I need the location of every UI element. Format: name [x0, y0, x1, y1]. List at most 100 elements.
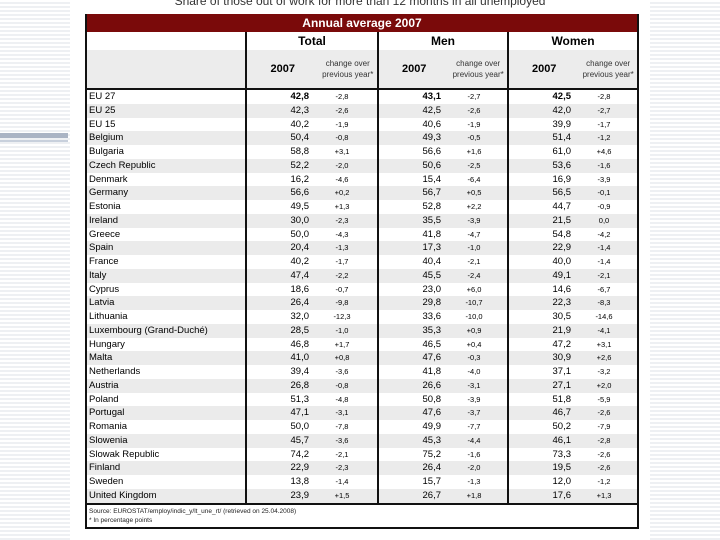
total-cell: 16,2 -4,6 [245, 172, 377, 187]
women-change-value: -1,2 [597, 477, 611, 486]
men-2007-value: 43,1 [422, 91, 442, 102]
men-change-value: -1,0 [467, 243, 481, 253]
table-row: EU 27 42,8 -2,8 43,1 -2,7 42,5 -2,8 [87, 90, 637, 104]
men-cell: 45,5 -2,4 [377, 268, 507, 283]
men-cell: 17,3 -1,0 [377, 241, 507, 255]
total-cell: 52,2 -2,0 [245, 158, 377, 173]
footnote: * In percentage points [89, 516, 153, 524]
women-change-value: -7,9 [597, 422, 611, 431]
women-2007-value: 21,5 [552, 214, 572, 226]
men-2007-value: 46,5 [422, 338, 442, 350]
total-cell: 20,4 -1,3 [245, 241, 377, 255]
change-header: change over previous year* [322, 59, 374, 79]
women-2007-value: 47,2 [552, 338, 572, 350]
table-row: Ireland 30,0 -2,3 35,5 -3,9 21,5 0,0 [87, 213, 637, 228]
men-change-value: -3,9 [467, 215, 481, 225]
men-cell: 35,5 -3,9 [377, 213, 507, 228]
total-cell: 47,4 -2,2 [245, 268, 377, 283]
women-cell: 21,9 -4,1 [507, 323, 637, 338]
women-change-value: +4,6 [596, 147, 612, 156]
women-cell: 21,5 0,0 [507, 213, 637, 228]
women-change-value: -2,7 [597, 105, 611, 115]
women-change-value: -1,2 [597, 133, 611, 143]
total-change-value: -0,8 [335, 380, 349, 390]
men-2007-value: 15,4 [422, 173, 442, 185]
men-2007-value: 47,6 [422, 407, 442, 419]
total-change-value: -2,8 [335, 92, 349, 101]
men-cell: 56,7 +0,5 [377, 186, 507, 200]
men-change-value: -10,7 [465, 298, 483, 308]
women-change-value: -2,6 [597, 408, 611, 418]
change-header: change over previous year* [582, 59, 634, 79]
table-row: Estonia 49,5 +1,3 52,8 +2,2 44,7 -0,9 [87, 200, 637, 214]
country-cell: Lithuania [89, 311, 128, 322]
men-2007-value: 42,5 [422, 104, 442, 116]
women-change-value: -2,8 [597, 92, 611, 101]
men-change-value: +0,9 [466, 325, 482, 335]
women-change-value: +1,3 [596, 490, 612, 500]
table-body: EU 27 42,8 -2,8 43,1 -2,7 42,5 -2,8 EU 25 42,3 -2… [87, 90, 637, 503]
total-2007-value: 28,5 [290, 324, 310, 336]
table-subtitle: Share of those out of work for more than… [174, 0, 546, 8]
women-cell: 42,0 -2,7 [507, 103, 637, 118]
table-row: EU 15 40,2 -1,9 40,6 -1,9 39,9 -1,7 [87, 117, 637, 132]
country-cell: Netherlands [89, 366, 141, 377]
country-cell: Belgium [89, 132, 124, 144]
total-cell: 41,0 +0,8 [245, 351, 377, 365]
women-cell: 53,6 -1,6 [507, 158, 637, 173]
total-2007-value: 46,8 [290, 338, 310, 350]
total-change-value: -2,0 [335, 160, 349, 170]
total-2007-value: 47,1 [290, 407, 310, 419]
total-change-value: +1,7 [334, 339, 350, 349]
men-2007-value: 23,0 [422, 283, 442, 295]
women-change-value: -6,7 [597, 284, 611, 294]
women-cell: 30,9 +2,6 [507, 351, 637, 365]
women-2007-value: 30,9 [552, 352, 572, 364]
table-row: Romania 50,0 -7,8 49,9 -7,7 50,2 -7,9 [87, 420, 637, 434]
total-2007-value: 50,4 [290, 132, 310, 144]
country-cell: EU 15 [89, 118, 116, 130]
women-cell: 46,7 -2,6 [507, 406, 637, 420]
women-cell: 54,8 -4,2 [507, 227, 637, 242]
men-cell: 52,8 +2,2 [377, 200, 507, 214]
women-2007-value: 21,9 [552, 324, 572, 336]
women-change-value: -2,1 [597, 270, 611, 280]
men-change-value: -4,7 [467, 229, 481, 239]
table-row: Cyprus 18,6 -0,7 23,0 +6,0 14,6 -6,7 [87, 282, 637, 297]
total-cell: 46,8 +1,7 [245, 337, 377, 352]
total-change-value: +0,2 [334, 188, 350, 198]
total-2007-value: 26,4 [290, 297, 310, 309]
women-change-value: +2,0 [596, 380, 612, 390]
total-change-value: -1,4 [335, 477, 349, 486]
total-2007-value: 56,6 [290, 187, 310, 199]
total-cell: 42,8 -2,8 [245, 90, 377, 104]
country-cell: EU 27 [89, 91, 116, 102]
total-change-value: -1,0 [335, 325, 349, 335]
table-row: United Kingdom 23,9 +1,5 26,7 +1,8 17,6 +1,3 [87, 488, 637, 503]
men-2007-value: 33,6 [422, 311, 442, 322]
men-change-value: +2,2 [466, 202, 482, 211]
country-cell: Slowak Republic [89, 448, 160, 460]
men-change-value: +6,0 [466, 284, 482, 294]
change-header: change over previous year* [452, 59, 504, 79]
men-2007-value: 56,7 [422, 187, 442, 199]
total-cell: 58,8 +3,1 [245, 145, 377, 159]
total-change-value: -1,7 [335, 257, 349, 266]
women-change-value: -2,6 [597, 463, 611, 473]
women-cell: 22,9 -1,4 [507, 241, 637, 255]
total-2007-value: 50,0 [290, 228, 310, 240]
men-change-value: +0,5 [466, 188, 482, 198]
table-row: Austria 26,8 -0,8 26,6 -3,1 27,1 +2,0 [87, 378, 637, 393]
men-cell: 75,2 -1,6 [377, 447, 507, 462]
table-row: Sweden 13,8 -1,4 15,7 -1,3 12,0 -1,2 [87, 475, 637, 489]
men-2007-value: 26,6 [422, 379, 442, 391]
women-2007-value: 56,5 [552, 187, 572, 199]
total-cell: 45,7 -3,6 [245, 433, 377, 448]
women-change-value: -0,9 [597, 202, 611, 211]
women-2007-value: 42,5 [552, 91, 572, 102]
women-2007-value: 17,6 [552, 489, 572, 501]
women-2007-value: 61,0 [552, 146, 572, 157]
table-row: Greece 50,0 -4,3 41,8 -4,7 54,8 -4,2 [87, 227, 637, 242]
group-label: Men [431, 34, 455, 48]
table-row: Denmark 16,2 -4,6 15,4 -6,4 16,9 -3,9 [87, 172, 637, 187]
